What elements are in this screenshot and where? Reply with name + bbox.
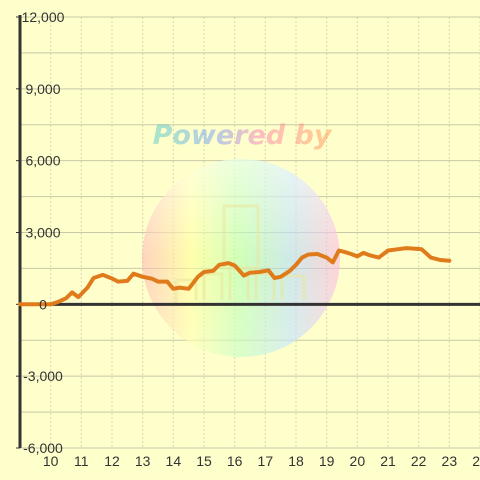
series-layer [18,246,452,307]
y-tick-label: -6,000 [23,440,63,456]
y-tick-label: 9,000 [25,81,60,97]
x-tick-label: 21 [380,453,396,469]
x-tick-label: 15 [196,453,212,469]
watermark-powered-by-text: Powered by [153,120,333,151]
x-tick-label: 23 [442,453,458,469]
x-tick-label: 14 [166,453,182,469]
x-tick-label: 19 [319,453,335,469]
x-tick-label: 18 [288,453,304,469]
y-tick-label: 6,000 [25,153,60,169]
x-tick-label: 20 [350,453,366,469]
x-tick-label: 16 [227,453,243,469]
x-tick-label: 24 [472,453,480,469]
y-tick-label: 0 [39,296,47,312]
series-line [18,246,452,307]
x-tick-label: 12 [104,453,120,469]
chartdirector-watermark: Powered by [142,120,340,357]
x-tick-label: 17 [258,453,274,469]
axes [16,15,480,449]
x-tick-label: 11 [74,453,89,469]
tick-labels: -6,000 -3,000 0 3,000 6,000 9,000 12,000 10 11 12… [22,9,480,469]
x-tick-label: 10 [43,453,59,469]
y-tick-label: -3,000 [23,368,63,384]
x-tick-label: 22 [411,453,427,469]
y-tick-label: 12,000 [22,9,65,25]
y-tick-label: 3,000 [25,225,60,241]
watermark-logo-highlight [142,159,340,357]
x-tick-label: 13 [135,453,151,469]
